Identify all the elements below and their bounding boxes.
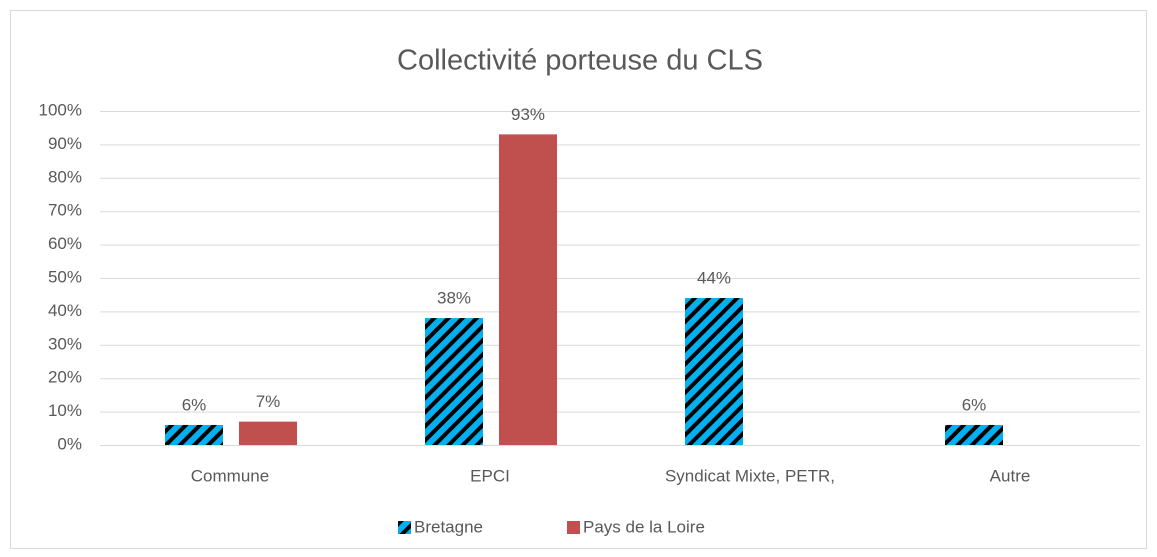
legend-swatch — [398, 521, 411, 534]
data-label: 7% — [256, 392, 281, 411]
x-tick-label: Syndicat Mixte, PETR, — [665, 466, 835, 485]
data-label: 93% — [511, 105, 545, 124]
bar — [945, 424, 1003, 445]
y-tick-label: 100% — [39, 100, 82, 119]
y-tick-label: 30% — [48, 334, 82, 353]
bar — [425, 318, 483, 445]
x-tick-label: EPCI — [470, 466, 510, 485]
y-tick-label: 90% — [48, 134, 82, 153]
bar — [685, 298, 743, 445]
y-tick-label: 20% — [48, 368, 82, 387]
bar — [239, 421, 297, 445]
chart-border — [10, 10, 1147, 549]
chart-title: Collectivité porteuse du CLS — [397, 45, 763, 77]
x-tick-label: Autre — [990, 466, 1031, 485]
bar — [165, 424, 223, 445]
data-label: 44% — [697, 269, 731, 288]
y-tick-label: 70% — [48, 201, 82, 220]
y-tick-label: 0% — [57, 434, 82, 453]
y-tick-label: 10% — [48, 401, 82, 420]
y-tick-label: 60% — [48, 234, 82, 253]
x-tick-label: Commune — [191, 466, 269, 485]
data-label: 38% — [437, 289, 471, 308]
legend-label: Bretagne — [414, 517, 483, 536]
bar — [499, 134, 557, 445]
y-tick-label: 80% — [48, 167, 82, 186]
legend-swatch — [567, 521, 580, 534]
y-tick-label: 50% — [48, 267, 82, 286]
y-tick-label: 40% — [48, 301, 82, 320]
data-label: 6% — [182, 395, 207, 414]
legend-label: Pays de la Loire — [583, 517, 705, 536]
data-label: 6% — [962, 395, 987, 414]
